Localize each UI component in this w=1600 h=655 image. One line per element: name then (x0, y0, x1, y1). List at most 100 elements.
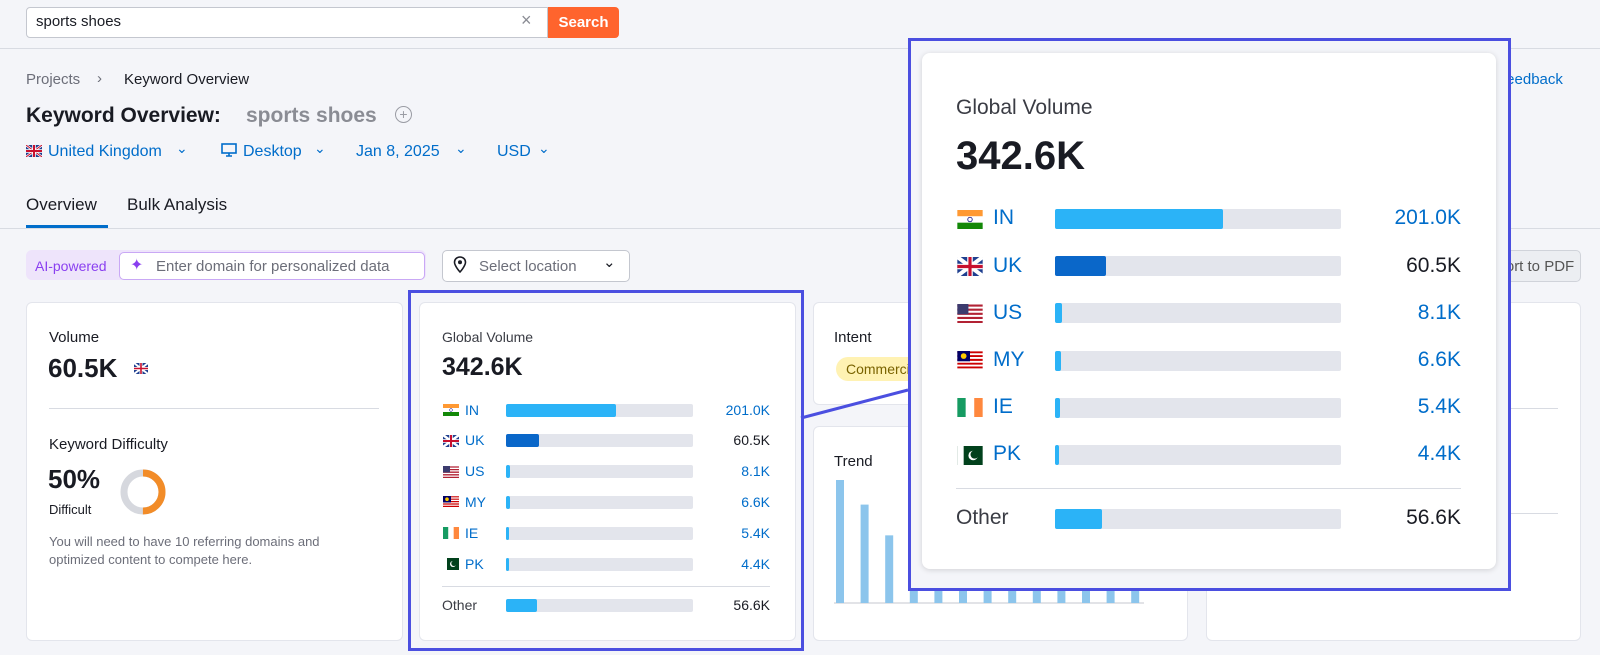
card-label: Keyword Difficulty (49, 436, 168, 453)
bar (1055, 256, 1106, 277)
row-value: 56.6K (1406, 506, 1461, 530)
chevron: ⌄ (176, 140, 188, 156)
bar-track (1055, 256, 1341, 277)
flag-icon (443, 496, 459, 509)
flag-icon (957, 351, 983, 371)
row-value: 8.1K (1417, 300, 1461, 324)
donut-arc (120, 469, 166, 515)
bar (506, 434, 540, 448)
bar-track (506, 434, 693, 448)
top-divider (0, 48, 1600, 49)
bar (1055, 209, 1223, 229)
volume-card (26, 302, 403, 641)
flag-icon (26, 145, 42, 157)
flag-icon (957, 445, 983, 465)
keyword: sports shoes (246, 104, 377, 127)
ai-badge-label: AI-powered (35, 258, 107, 274)
total-value: 342.6K (956, 134, 1085, 178)
other-label: Other (956, 506, 1009, 530)
filter-dropdown[interactable]: United Kingdom (48, 143, 162, 160)
card-label: Global Volume (442, 329, 534, 345)
country-code: UK (465, 432, 485, 449)
bar (506, 526, 509, 540)
feedback-link[interactable]: Feedback (1497, 71, 1563, 88)
search-button[interactable]: Search (548, 7, 619, 38)
search-box[interactable] (26, 7, 548, 38)
row-value: 6.6K (741, 494, 770, 510)
breadcrumb-item: Keyword Overview (124, 71, 250, 88)
tab[interactable]: Bulk Analysis (127, 195, 228, 214)
bar (1055, 303, 1062, 324)
row-value: 6.6K (1417, 348, 1461, 371)
chevron: ⌄ (538, 140, 550, 156)
bar (506, 495, 510, 509)
country-code: US (465, 463, 485, 480)
bar (1055, 350, 1061, 371)
bar (506, 465, 511, 479)
filter-dropdown[interactable]: Jan 8, 2025 (356, 143, 440, 160)
bar (1055, 445, 1059, 465)
domain-input[interactable] (119, 252, 425, 280)
bar-track (506, 526, 693, 540)
flag-icon (957, 209, 983, 229)
search-query: sports shoes (36, 13, 122, 30)
breadcrumb-item[interactable]: Projects (26, 71, 81, 88)
page-title: Keyword Overview: (26, 104, 221, 127)
trend-bar (860, 504, 869, 603)
row-divider (956, 488, 1461, 490)
card-label: Volume (49, 329, 100, 346)
row-value: 5.4K (741, 524, 770, 541)
card-label: Global Volume (956, 96, 1093, 119)
row-value: 4.4K (741, 555, 770, 572)
bar (1055, 508, 1103, 529)
bar-track (506, 557, 693, 571)
country-code: MY (993, 348, 1025, 371)
tab-underline (26, 225, 108, 228)
flag-icon (443, 434, 459, 447)
flag-icon (443, 465, 459, 478)
country-code: PK (465, 555, 484, 572)
location-dropdown[interactable] (442, 250, 630, 282)
country-code: US (993, 300, 1023, 324)
bar-track (1055, 508, 1341, 529)
country-code: IN (993, 206, 1014, 230)
domain-placeholder: Enter domain for personalized data (156, 258, 390, 275)
flag-icon (957, 398, 983, 418)
other-label: Other (442, 597, 478, 614)
row-value: 201.0K (725, 401, 770, 418)
bar (1055, 397, 1060, 418)
pin-icon (453, 256, 467, 274)
desktop-icon (221, 143, 237, 157)
filter-dropdown[interactable]: Desktop (243, 143, 302, 160)
total-value: 342.6K (442, 353, 523, 381)
location-placeholder: Select location (479, 258, 577, 275)
row-value: 5.4K (1417, 395, 1461, 419)
difficulty-note: You will need to have 10 referring domai… (49, 534, 320, 567)
trend-bar (836, 480, 844, 603)
difficulty-value: 50% (48, 464, 101, 494)
bar-track (506, 599, 693, 613)
row-value: 4.4K (1417, 442, 1461, 466)
tab-active[interactable]: Overview (26, 195, 97, 214)
country-code: MY (465, 494, 486, 510)
chevron: ⌄ (603, 254, 616, 271)
add-icon[interactable]: + (395, 106, 412, 123)
country-code: IE (993, 395, 1013, 419)
flag-icon (957, 303, 983, 323)
difficulty-donut (120, 469, 166, 515)
card-divider (49, 408, 379, 409)
bar-track (1055, 350, 1341, 371)
clear-button[interactable]: × (521, 10, 532, 30)
bar-track (1055, 445, 1341, 465)
bar (506, 557, 509, 571)
difficulty-level: Difficult (49, 502, 92, 517)
card-label: Trend (834, 453, 873, 470)
flag-icon (443, 527, 459, 540)
volume-value: 60.5K (48, 353, 118, 383)
flag-icon (134, 363, 148, 374)
bar-track (1055, 303, 1341, 324)
row-value: 8.1K (741, 463, 770, 480)
filter-dropdown[interactable]: USD (497, 143, 531, 160)
row-value: 201.0K (1394, 206, 1461, 230)
